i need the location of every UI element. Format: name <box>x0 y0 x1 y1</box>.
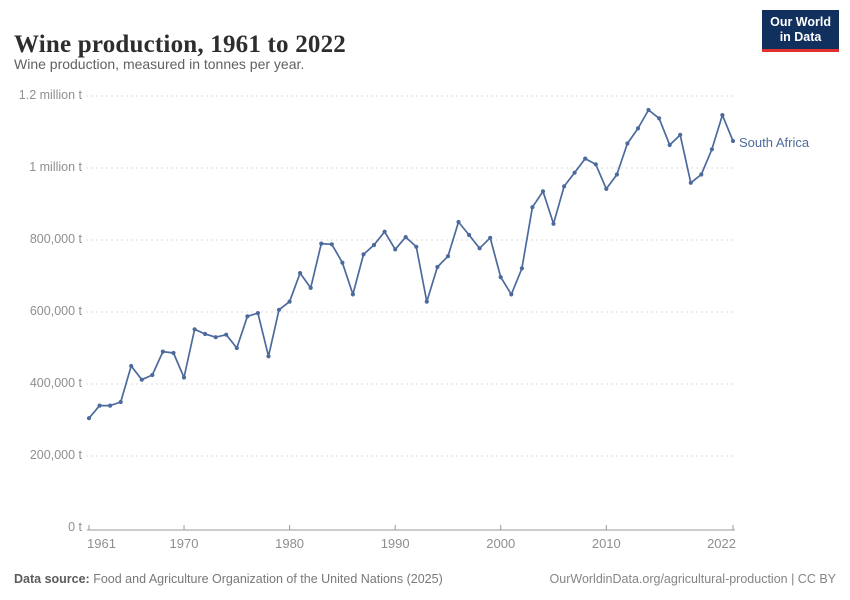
y-axis-label: 400,000 t <box>29 376 82 390</box>
data-point[interactable] <box>530 205 535 210</box>
footer-source-label: Data source: <box>14 572 90 586</box>
x-axis-label: 2000 <box>486 536 516 551</box>
data-point[interactable] <box>720 113 725 118</box>
data-point[interactable] <box>730 138 736 144</box>
data-point[interactable] <box>646 107 651 113</box>
y-axis-label: 0 t <box>68 520 82 534</box>
data-point[interactable] <box>614 172 620 177</box>
x-axis-label: 1990 <box>380 536 410 551</box>
page-title: Wine production, 1961 to 2022 <box>14 30 346 58</box>
y-axis-label: 800,000 t <box>29 232 82 246</box>
data-point[interactable] <box>709 147 715 152</box>
data-point[interactable] <box>266 354 271 359</box>
data-point[interactable] <box>393 247 398 252</box>
footer-credit-link[interactable]: OurWorldinData.org/agricultural-producti… <box>549 572 836 586</box>
data-point[interactable] <box>276 307 282 312</box>
data-point[interactable] <box>414 244 419 249</box>
page-subtitle: Wine production, measured in tonnes per … <box>14 56 305 72</box>
owid-logo[interactable]: Our World in Data <box>762 10 839 52</box>
data-point[interactable] <box>213 335 218 340</box>
data-point[interactable] <box>308 285 313 290</box>
data-point[interactable] <box>224 332 229 337</box>
data-point[interactable] <box>361 252 366 257</box>
footer-source-text: Food and Agriculture Organization of the… <box>93 572 443 586</box>
y-axis-label: 1 million t <box>29 160 82 174</box>
data-point[interactable] <box>562 184 567 189</box>
data-point[interactable] <box>678 132 683 137</box>
data-point[interactable] <box>477 246 482 251</box>
data-point[interactable] <box>255 311 260 316</box>
data-point[interactable] <box>329 242 334 247</box>
data-point[interactable] <box>519 266 525 271</box>
owid-logo-line2: in Data <box>779 30 822 45</box>
data-point[interactable] <box>340 260 345 265</box>
series-south-africa <box>86 107 736 421</box>
data-point[interactable] <box>540 189 546 194</box>
data-point[interactable] <box>593 162 598 167</box>
data-point[interactable] <box>424 299 429 304</box>
data-point[interactable] <box>108 403 113 408</box>
gridlines <box>86 95 735 457</box>
data-point[interactable] <box>382 229 387 234</box>
data-point[interactable] <box>688 180 693 185</box>
data-point[interactable] <box>245 314 250 319</box>
data-point[interactable] <box>139 377 144 382</box>
data-point[interactable] <box>160 349 165 354</box>
data-point[interactable] <box>625 141 630 146</box>
data-point[interactable] <box>667 142 672 148</box>
owid-logo-line1: Our World <box>770 15 831 29</box>
chart-footer: Data source: Food and Agriculture Organi… <box>14 572 836 586</box>
series-line[interactable] <box>88 109 734 420</box>
data-point[interactable] <box>467 232 472 238</box>
data-point[interactable] <box>583 156 588 161</box>
x-axis-label: 2022 <box>707 536 736 551</box>
data-point[interactable] <box>699 172 704 177</box>
footer-source: Data source: Food and Agriculture Organi… <box>14 572 443 586</box>
data-point[interactable] <box>572 170 577 175</box>
y-axis-label: 200,000 t <box>29 448 82 462</box>
x-axis <box>87 525 735 531</box>
x-axis-label: 1961 <box>87 536 116 551</box>
data-point[interactable] <box>488 235 493 240</box>
data-point[interactable] <box>298 271 303 276</box>
data-point[interactable] <box>435 264 440 270</box>
entity-label: South Africa <box>739 135 810 150</box>
data-point[interactable] <box>509 292 514 297</box>
data-point[interactable] <box>657 116 662 121</box>
data-point[interactable] <box>551 221 556 226</box>
data-point[interactable] <box>635 126 641 131</box>
data-point[interactable] <box>350 292 355 297</box>
data-point[interactable] <box>319 241 324 246</box>
y-axis-label: 600,000 t <box>29 304 82 318</box>
data-point[interactable] <box>181 375 187 380</box>
x-axis-label: 1970 <box>169 536 199 551</box>
data-point[interactable] <box>498 275 503 280</box>
x-axis-label: 1980 <box>275 536 305 551</box>
data-point[interactable] <box>192 327 197 332</box>
data-point[interactable] <box>371 242 377 248</box>
data-point[interactable] <box>150 372 155 378</box>
y-axis-label: 1.2 million t <box>18 88 82 102</box>
data-point[interactable] <box>129 363 134 369</box>
data-point[interactable] <box>604 186 609 191</box>
data-point[interactable] <box>234 345 239 351</box>
data-point[interactable] <box>171 350 176 356</box>
data-point[interactable] <box>203 331 208 337</box>
data-point[interactable] <box>86 416 92 421</box>
data-point[interactable] <box>118 399 123 405</box>
data-point[interactable] <box>97 403 102 408</box>
data-point[interactable] <box>456 219 461 225</box>
data-point[interactable] <box>403 235 408 240</box>
data-point[interactable] <box>287 299 292 304</box>
data-point[interactable] <box>445 254 451 259</box>
x-axis-label: 2010 <box>591 536 621 551</box>
